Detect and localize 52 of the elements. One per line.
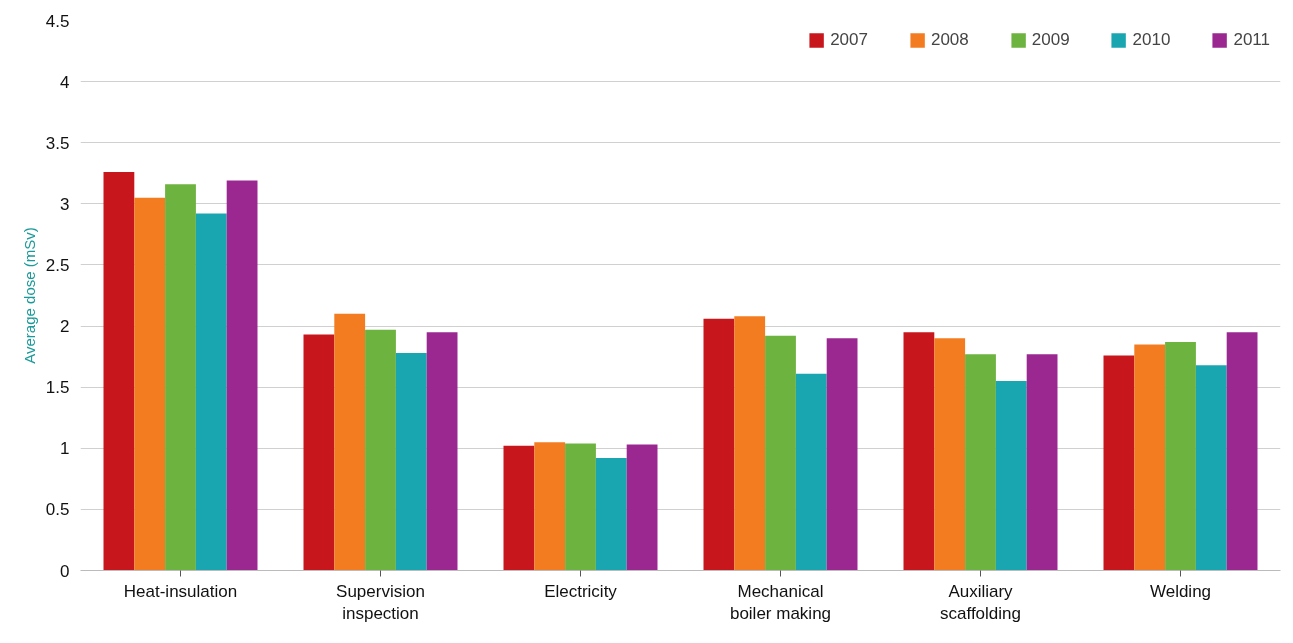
bar [1103,355,1135,571]
x-tick-label: Mechanical boiler making [729,581,832,624]
legend-label: 2011 [1233,30,1270,50]
bar [626,444,658,571]
bar [1026,354,1058,571]
bar [134,197,166,571]
bar [934,338,966,571]
bar [165,184,196,571]
y-tick-label: 0 [60,561,70,581]
x-tick-label: Auxiliary scaffolding [940,581,1021,624]
bar [734,316,766,571]
x-tick-label: Welding [1149,581,1212,601]
x-tick-label: Heat-insulation [123,581,238,601]
y-tick-label: 1 [60,439,70,459]
y-tick-label: 4 [60,72,70,92]
bar [965,354,996,571]
bar [826,338,858,571]
legend-label: 2008 [930,30,969,50]
bar [395,352,427,571]
bar [195,213,227,571]
y-tick-label: 4.5 [45,11,70,31]
y-tick-label: 3.5 [45,133,70,153]
bar [1226,332,1258,571]
bar [565,443,596,571]
x-tick-label: Electricity [544,581,618,601]
bar [795,373,827,571]
y-tick-label: 3 [60,194,70,214]
x-tick-label: Supervision inspection [336,581,425,624]
y-tick-label: 2.5 [45,255,70,275]
bar [995,381,1027,571]
y-tick-label: 1.5 [45,378,70,398]
bar [765,335,796,571]
bar [1195,365,1227,571]
bar [1165,341,1196,571]
bar [1134,344,1166,571]
bar [226,180,258,571]
bar [365,329,396,571]
bar [903,332,935,571]
bar [534,442,566,571]
bar [426,332,458,571]
legend-label: 2009 [1031,30,1070,50]
legend-label: 2007 [830,30,868,50]
bar [595,458,627,571]
bar [303,334,335,571]
legend-label: 2010 [1132,30,1171,50]
bar [503,445,535,571]
bar [103,172,135,571]
y-tick-label: 2 [60,317,70,337]
y-tick-label: 0.5 [45,500,70,520]
bar [703,318,735,571]
bar [334,313,366,571]
y-axis-title: Average dose (mSv) [20,227,38,364]
